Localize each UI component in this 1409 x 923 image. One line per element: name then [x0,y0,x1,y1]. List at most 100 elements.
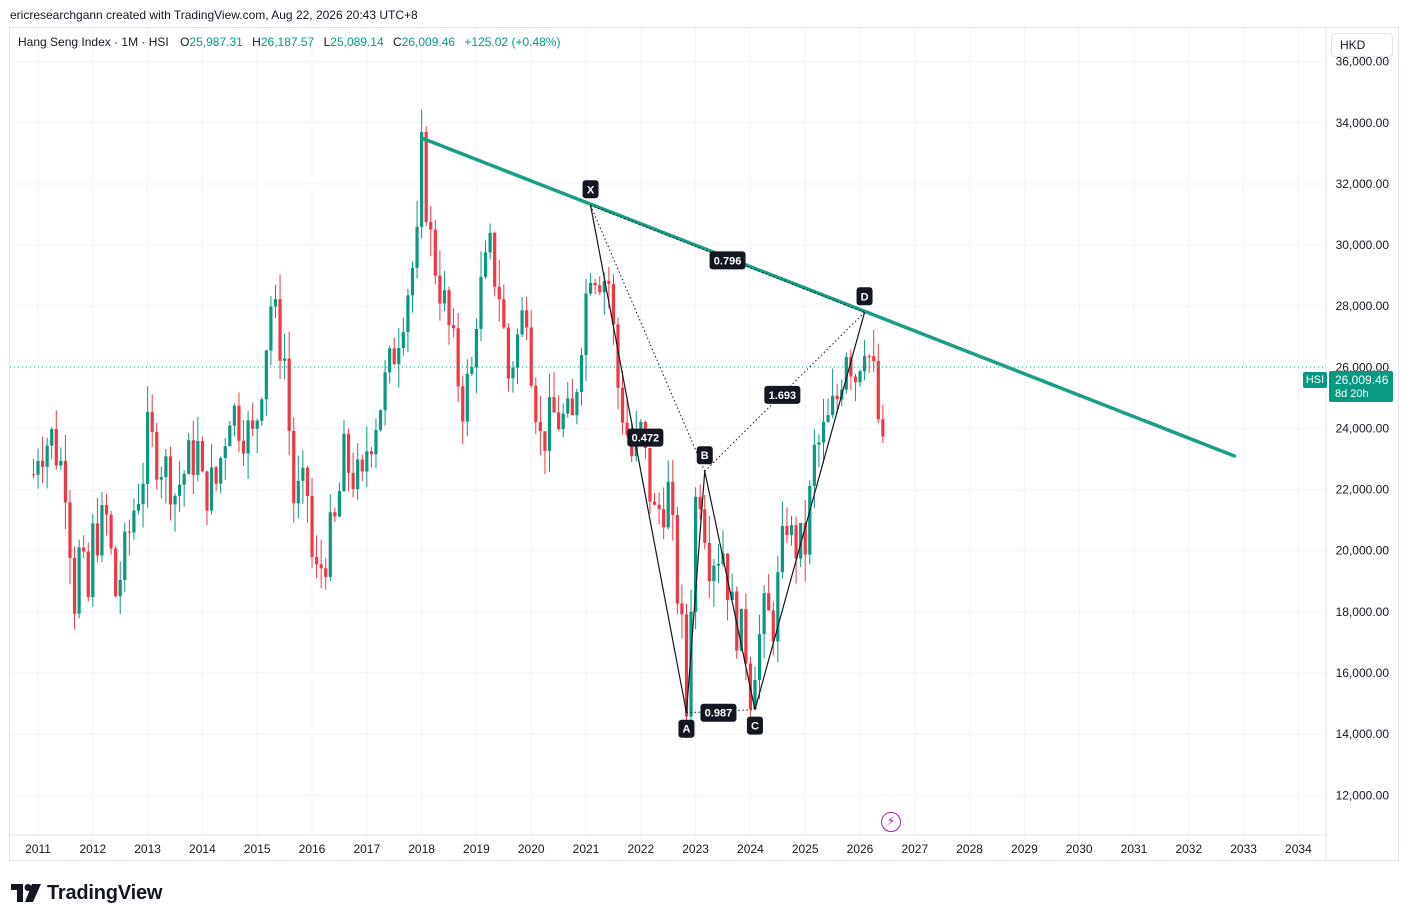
candle-body[interactable] [867,356,871,358]
candle-body[interactable] [529,327,533,386]
candle-body[interactable] [305,467,310,496]
candle-body[interactable] [100,505,104,556]
pattern-point-c[interactable]: C [751,721,759,733]
candle-body[interactable] [858,371,862,383]
candle-body[interactable] [881,419,885,437]
candle-body[interactable] [146,411,150,484]
candle-body[interactable] [511,367,515,379]
pattern-point-a-bg[interactable] [678,719,695,738]
pattern-ratio-label-bg[interactable] [627,428,664,447]
candle-body[interactable] [397,348,401,365]
pattern-point-b[interactable]: B [701,450,709,462]
candle-body[interactable] [196,441,200,475]
candle-body[interactable] [712,565,716,582]
candle-body[interactable] [826,415,830,422]
candle-body[interactable] [785,525,789,535]
pattern-leg-xa[interactable] [589,205,688,713]
candle-body[interactable] [365,451,369,472]
pattern-leg-bc[interactable] [704,471,756,710]
candle-body[interactable] [269,306,273,351]
pattern-point-d-bg[interactable] [856,287,873,306]
candle-body[interactable] [36,460,40,475]
pattern-leg-cd[interactable] [754,312,866,710]
candle-body[interactable] [671,481,675,516]
candle-body[interactable] [237,405,241,441]
candle-body[interactable] [410,267,415,296]
pattern-point-x[interactable]: X [587,184,595,196]
candle-body[interactable] [447,290,451,326]
candle-body[interactable] [739,608,743,651]
lightning-icon[interactable]: ⚡ [881,812,901,832]
candle-body[interactable] [853,376,858,383]
candle-body[interactable] [91,523,95,598]
candle-body[interactable] [95,523,99,556]
candle-body[interactable] [369,451,373,455]
candle-body[interactable] [155,431,159,480]
candle-body[interactable] [876,360,880,420]
candle-body[interactable] [182,473,186,485]
candle-body[interactable] [241,440,246,454]
candle-body[interactable] [296,480,300,504]
candle-body[interactable] [251,420,255,429]
trendline[interactable] [419,136,1237,458]
pattern-ratio-label[interactable]: 1.693 [769,390,797,402]
candle-body[interactable] [794,525,798,559]
candle-body[interactable] [168,456,173,505]
candle-body[interactable] [602,281,606,293]
candle-body[interactable] [388,348,392,373]
candle-body[interactable] [817,442,821,445]
candle-body[interactable] [40,460,45,467]
candle-body[interactable] [429,222,433,230]
candle-body[interactable] [301,467,305,481]
candle-body[interactable] [488,232,492,253]
candle-body[interactable] [378,410,383,430]
candle-body[interactable] [72,557,77,614]
candle-body[interactable] [118,579,122,597]
candle-body[interactable] [310,495,314,557]
candle-body[interactable] [502,299,506,328]
pattern-ratio-label[interactable]: 0.987 [705,708,733,720]
candle-body[interactable] [351,472,355,490]
candle-body[interactable] [767,593,771,611]
candle-body[interactable] [324,568,328,577]
candle-body[interactable] [835,395,839,400]
candle-body[interactable] [456,328,460,387]
candle-body[interactable] [333,512,337,517]
pattern-ratio-label-bg[interactable] [709,251,746,270]
candle-body[interactable] [652,501,657,505]
candle-body[interactable] [648,448,652,502]
candle-body[interactable] [771,610,775,642]
candle-body[interactable] [479,276,483,329]
candle-body[interactable] [808,485,812,555]
candle-body[interactable] [675,515,679,604]
candle-body[interactable] [191,440,195,475]
candle-body[interactable] [228,425,232,447]
currency-button[interactable]: HKD [1331,33,1393,57]
candle-body[interactable] [694,496,698,612]
pattern-point-a[interactable]: A [682,724,690,736]
candle-body[interactable] [611,283,616,325]
candle-body[interactable] [246,420,250,454]
candle-body[interactable] [50,429,54,446]
candle-body[interactable] [570,398,574,416]
candle-body[interactable] [598,285,602,293]
candle-body[interactable] [278,299,282,361]
candle-body[interactable] [109,514,113,549]
candle-body[interactable] [666,481,670,528]
candle-body[interactable] [82,547,86,552]
candle-body[interactable] [625,422,629,435]
candle-body[interactable] [561,413,565,429]
candle-body[interactable] [63,460,68,503]
candle-body[interactable] [337,490,342,517]
candle-body[interactable] [438,275,442,304]
candle-body[interactable] [292,430,296,504]
candle-body[interactable] [707,542,711,582]
candle-body[interactable] [584,293,588,356]
candle-body[interactable] [547,397,552,451]
candle-body[interactable] [689,611,693,717]
candle-body[interactable] [803,522,807,555]
candle-body[interactable] [264,350,268,400]
candle-body[interactable] [844,357,848,390]
candle-body[interactable] [433,229,437,276]
